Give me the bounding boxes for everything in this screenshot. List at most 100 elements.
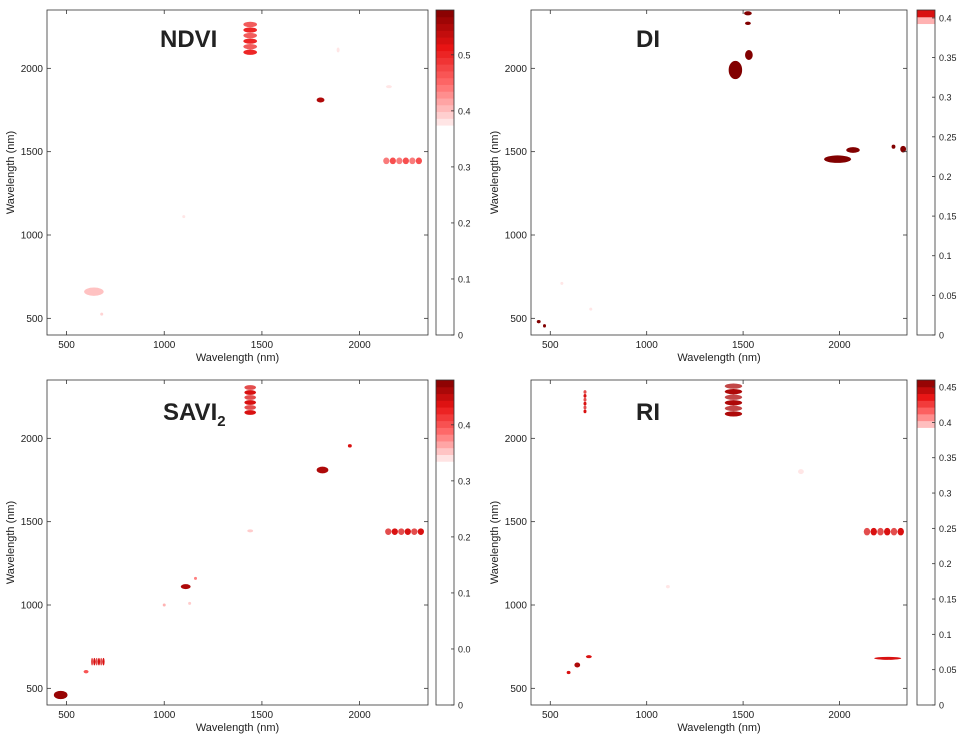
colorbar-segment [436,562,454,571]
colorbar-segment [917,474,935,483]
heatmap-cell [243,32,258,39]
colorbar-segment [917,328,935,336]
colorbar-tick-label: 0.25 [939,132,957,142]
heatmap-cell [389,157,396,165]
panel-2: 500 1000 1500 2000 500 1000 1500 2000 Wavelength… [489,9,957,364]
colorbar-segment [917,481,935,489]
heatmap-cell [583,405,587,410]
colorbar-segment [917,535,935,543]
colorbar-segment [436,131,454,140]
colorbar-segment [917,589,935,598]
x-tick-label: 2000 [348,340,371,351]
colorbar-segment [436,16,454,25]
axes-frame [46,379,429,706]
heatmap-region-11 [247,529,254,533]
colorbar-tick-label: 0.4 [458,106,471,116]
heatmap-cell [417,528,424,536]
heatmap-cell [897,527,904,536]
heatmap-region-1 [244,385,257,415]
colorbar-segment [917,111,935,119]
x-tick-label: 500 [58,710,75,721]
heatmap-cell [244,390,257,395]
colorbar-segment [917,253,935,262]
heatmap-cell [244,405,257,410]
colorbar-segment [436,522,454,530]
heatmap-region-2 [745,50,753,60]
colorbar-segment [436,535,454,543]
colorbar-segment [917,542,935,550]
heatmap-cell [244,400,257,405]
y-tick-label: 2000 [505,434,528,445]
heatmap-region-8 [180,584,191,590]
colorbar-tick-label: 0.2 [939,559,952,569]
panel-1: 500 1000 1500 2000 500 1000 1500 2000 Wavelength… [5,9,471,364]
heatmap-cell [243,49,258,55]
colorbar-segment [436,440,454,449]
colorbar-segment [436,301,454,309]
colorbar-segment [436,698,454,706]
heatmap-cell [724,405,743,412]
colorbar-segment [436,616,454,625]
colorbar-segment [917,461,935,469]
heatmap-region-7 [83,670,89,674]
x-tick-label: 500 [542,340,559,351]
colorbar-segment [917,610,935,618]
colorbar-segment [436,23,454,31]
colorbar-tick-label: 0.2 [458,532,471,542]
colorbar-segment [436,630,454,638]
heatmap-cell [91,657,94,666]
colorbar-segment [917,413,935,422]
colorbar-segment [436,549,454,557]
colorbar-segment [436,226,454,234]
y-tick-label: 1500 [505,147,528,158]
heatmap-region-2 [383,157,423,165]
colorbar-segment [917,301,935,309]
colorbar-segment [917,321,935,329]
colorbar-segment [436,57,454,65]
colorbar-tick-label: 0.1 [458,274,471,284]
colorbar-segment [917,434,935,442]
colorbar-segment [436,30,454,38]
colorbar-segment [917,226,935,234]
colorbar-segment [436,528,454,537]
colorbar-segment [917,596,935,604]
colorbar-segment [917,199,935,207]
plot-area [47,380,428,705]
colorbar-segment [436,664,454,672]
heatmap-cell [724,383,743,389]
colorbar-segment [917,508,935,516]
colorbar: 0 0.0 0.1 0.2 0.3 0.4 [435,379,471,711]
colorbar-segment [917,407,935,415]
colorbar-segment [917,637,935,645]
x-tick-label: 2000 [348,710,371,721]
y-tick-label: 1500 [21,147,44,158]
colorbar-segment [917,677,935,686]
colorbar-segment [436,386,454,395]
colorbar-segment [436,213,454,221]
x-tick-label: 500 [542,710,559,721]
colorbar: 0 0.05 0.1 0.15 0.2 0.25 0.3 0.35 0.4 0.45 [916,379,957,711]
x-tick-label: 1500 [251,340,274,351]
heatmap-cell [583,393,587,398]
colorbar-segment [436,488,454,496]
heatmap-region-1 [724,383,743,417]
heatmap-regions [84,21,423,316]
panel-4: 500 1000 1500 2000 500 1000 1500 2000 Wavelength… [489,379,957,734]
colorbar-segment [917,98,935,106]
heatmap-region-8 [182,215,186,219]
colorbar-segment [436,240,454,248]
x-axis-label: Wavelength (nm) [196,352,279,364]
heatmap-cell [243,27,258,33]
colorbar-segment [436,596,454,604]
colorbar-segment [917,468,935,476]
colorbar-tick-label: 0.1 [939,630,952,640]
colorbar-segment [917,691,935,699]
x-tick-label: 1000 [153,340,176,351]
colorbar-segment [917,77,935,85]
heatmap-region-5 [385,85,392,89]
colorbar-tick-label: 0.0 [458,644,471,654]
heatmap-cell [870,527,877,536]
heatmap-region-2 [385,528,424,536]
axes-frame [530,379,908,706]
heatmap-cell [244,410,257,415]
